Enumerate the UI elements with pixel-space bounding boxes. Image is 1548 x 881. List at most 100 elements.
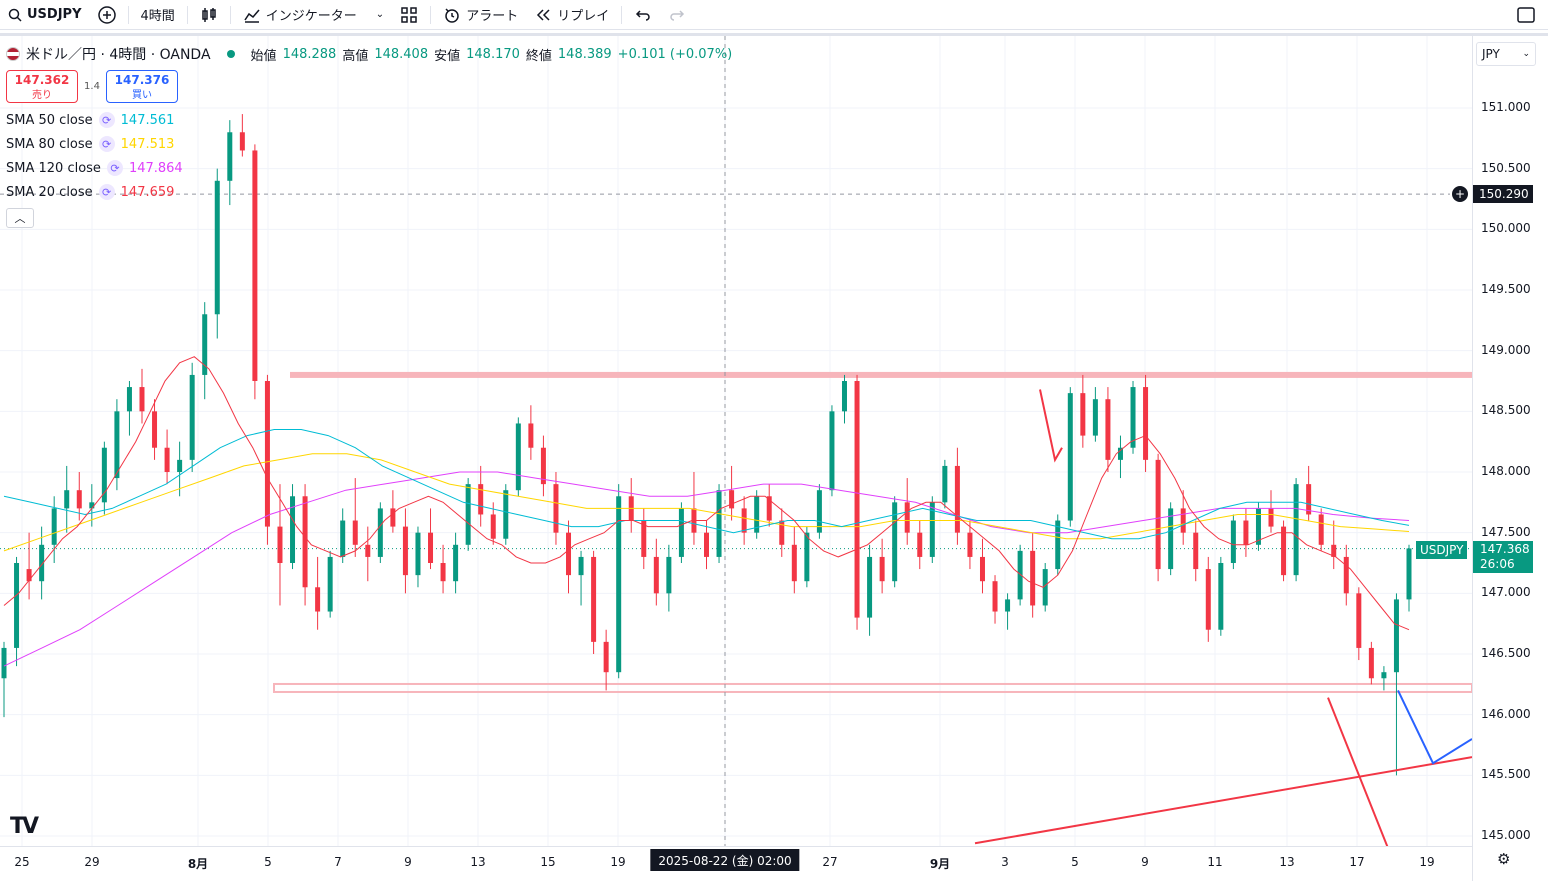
candle-body xyxy=(340,520,346,557)
price-tick-label: 150.500 xyxy=(1481,160,1531,175)
replay-button[interactable]: リプレイ xyxy=(526,0,617,30)
open-value: 148.288 xyxy=(282,46,337,62)
candle-body xyxy=(591,556,597,642)
candle-body xyxy=(440,563,446,582)
time-tick-label: 3 xyxy=(1001,855,1009,869)
time-tick-label: 5 xyxy=(1071,855,1079,869)
candle-body xyxy=(252,150,258,381)
toolbar-divider xyxy=(621,5,623,24)
buy-label: 買い xyxy=(132,90,152,101)
candle-body xyxy=(979,556,985,582)
alarm-icon xyxy=(445,7,459,23)
crosshair-price-label: 150.290 xyxy=(1473,185,1533,203)
search-icon xyxy=(8,8,22,22)
candle-body xyxy=(1343,556,1349,594)
sma-legend-row[interactable]: SMA 120 close ⟳ 147.864 xyxy=(6,160,183,176)
add-alert-button[interactable]: + xyxy=(1450,185,1470,203)
chart-area[interactable]: 米ドル／円 · 4時間 · OANDA 始値 148.288 高値 148.408 … xyxy=(0,36,1548,881)
close-value: 148.389 xyxy=(557,46,612,62)
refresh-icon: ⟳ xyxy=(106,160,123,176)
price-tick-label: 148.500 xyxy=(1481,403,1531,418)
candle-body xyxy=(704,532,709,557)
undo-button[interactable] xyxy=(626,0,660,30)
candle-body xyxy=(1218,563,1224,630)
sma-legend-row[interactable]: SMA 20 close ⟳ 147.659 xyxy=(6,184,174,200)
buy-button[interactable]: 147.376 買い xyxy=(106,70,178,103)
candle-body xyxy=(189,374,195,460)
price-tick-label: 145.000 xyxy=(1481,828,1531,842)
time-axis[interactable]: 25 29 8月 5 7 9 13 15 19 27 9月 3 5 9 11 13 17 19 2025-08-22… xyxy=(0,846,1472,881)
candle-body xyxy=(791,544,797,582)
add-circle-icon xyxy=(97,5,116,24)
indicators-button[interactable]: インジケーター ⌄ xyxy=(235,0,392,30)
candle-body xyxy=(227,132,233,181)
drawn-arrow xyxy=(1039,389,1063,463)
candle-body xyxy=(829,411,835,491)
candle-body xyxy=(377,508,383,557)
time-tick-label: 8月 xyxy=(187,857,209,871)
symbol-search[interactable]: USDJPY xyxy=(0,0,90,30)
collapse-legend-button[interactable]: ︿ xyxy=(6,208,34,228)
candle-body xyxy=(515,423,521,491)
candle-body xyxy=(202,314,208,375)
gear-icon[interactable]: ⚙ xyxy=(1497,850,1511,868)
interval-label: 4時間 xyxy=(140,9,175,24)
candle-body xyxy=(566,532,572,576)
redo-button[interactable] xyxy=(660,0,694,30)
redo-icon xyxy=(670,9,685,21)
replay-label: リプレイ xyxy=(557,9,610,24)
price-axis[interactable]: 151.000 150.500 150.000 149.500 149.000 148.5… xyxy=(1472,36,1548,881)
sma-legend-row[interactable]: SMA 80 close ⟳ 147.513 xyxy=(6,136,174,152)
current-price: 147.368 xyxy=(1480,542,1530,556)
candle-body xyxy=(503,490,509,539)
candle-body xyxy=(415,532,421,576)
bid-ask-panel: 147.362 売り 1.4 147.376 買い xyxy=(6,70,178,103)
currency-select[interactable]: JPY ⌄ xyxy=(1476,42,1536,66)
close-label: 終値 xyxy=(525,48,552,64)
candles-icon xyxy=(202,7,216,22)
candle-body xyxy=(1243,520,1249,545)
candle-body xyxy=(89,502,95,509)
support-zone xyxy=(273,682,1472,693)
price-chart[interactable] xyxy=(0,36,1472,846)
crosshair-time-label: 2025-08-22 (金) 02:00 xyxy=(650,849,800,871)
candle-body xyxy=(453,544,459,582)
candle-body xyxy=(1055,520,1061,570)
templates-button[interactable] xyxy=(392,0,426,30)
candle-body xyxy=(152,411,158,448)
candle-body xyxy=(1281,526,1287,576)
candle-body xyxy=(892,502,898,582)
candle-body xyxy=(804,532,810,582)
sma-value: 147.513 xyxy=(120,136,175,152)
symbol-name: USDJPY xyxy=(27,7,82,22)
buy-price: 147.376 xyxy=(114,73,170,87)
candle-body xyxy=(666,556,672,594)
sell-button[interactable]: 147.362 売り xyxy=(6,70,78,103)
time-tick-label: 15 xyxy=(540,855,556,869)
candle-body xyxy=(841,381,847,412)
alert-button[interactable]: アラート xyxy=(435,0,526,30)
time-tick-label: 13 xyxy=(1279,855,1295,869)
time-tick-label: 7 xyxy=(334,855,342,869)
interval-button[interactable]: 4時間 xyxy=(133,0,183,30)
candle-body xyxy=(879,556,885,582)
price-tick-label: 147.000 xyxy=(1481,585,1531,600)
toolbar-divider xyxy=(186,5,188,24)
sma-legend-row[interactable]: SMA 50 close ⟳ 147.561 xyxy=(6,112,174,128)
sma-label: SMA 120 close xyxy=(6,160,101,176)
compare-button[interactable] xyxy=(90,0,124,30)
candle-body xyxy=(1381,672,1387,679)
indicators-icon xyxy=(244,9,260,23)
chart-type-button[interactable] xyxy=(192,0,226,30)
symbol-logo-icon xyxy=(6,47,20,61)
candle-body xyxy=(1005,599,1011,612)
candle-body xyxy=(641,520,647,557)
undo-icon xyxy=(636,9,650,21)
price-tick-label: 148.000 xyxy=(1481,464,1531,478)
candle-body xyxy=(1105,399,1111,460)
bar-countdown: 26:06 xyxy=(1480,557,1515,571)
fullscreen-button[interactable] xyxy=(1508,0,1544,30)
candle-body xyxy=(327,556,333,612)
time-tick-label: 5 xyxy=(264,855,272,869)
candle-body xyxy=(603,641,609,673)
